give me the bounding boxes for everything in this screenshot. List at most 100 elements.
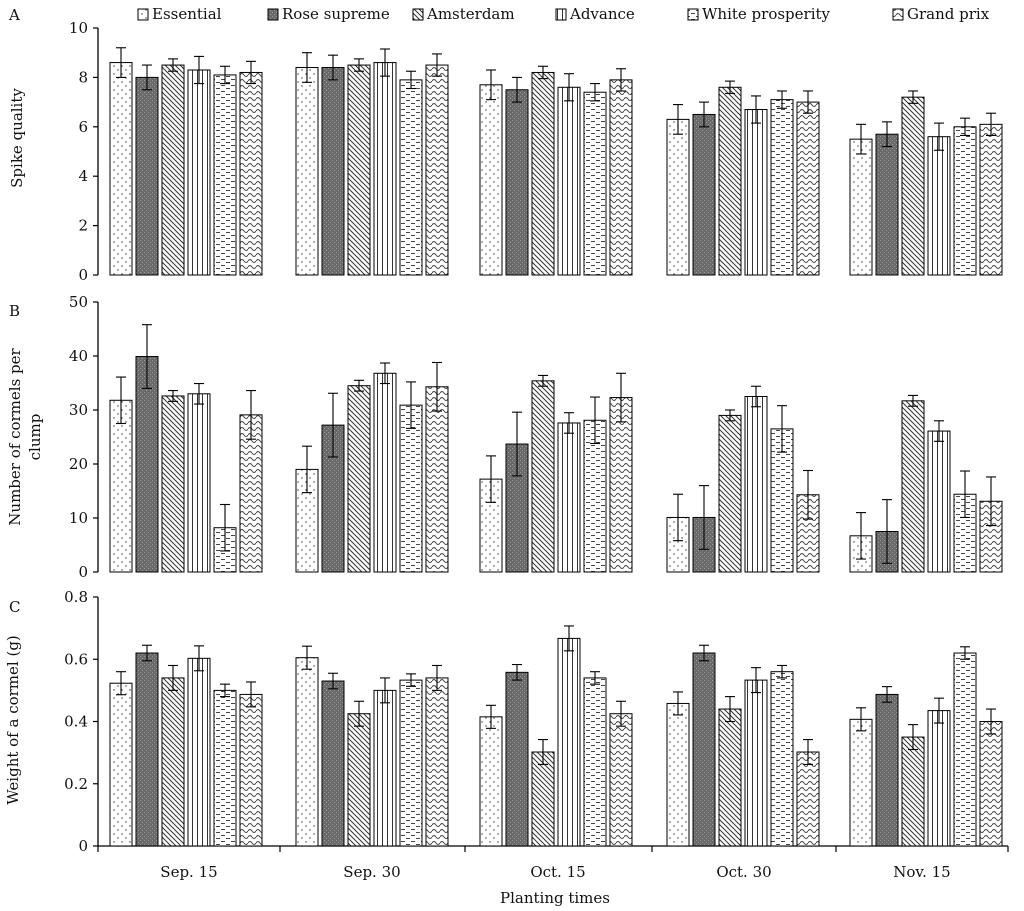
y-axis-title-b-line-1: Number of cormels per — [6, 347, 24, 525]
x-axis-categories: Sep. 15 Sep. 30 Oct. 15 Oct. 30 Nov. 15 — [160, 863, 950, 881]
bar-essential-nov-15 — [849, 718, 873, 847]
y-tick-label: 0.4 — [64, 713, 88, 731]
bar-essential-oct-30 — [666, 702, 690, 847]
bar-essential-sep-15 — [109, 682, 133, 847]
legend-swatch — [555, 8, 567, 21]
bar-advance-sep-30 — [373, 372, 397, 573]
panel-a-spike-quality: 0 2 4 6 8 10 — [69, 19, 1003, 284]
bar-rose-supreme-oct-30 — [692, 113, 716, 276]
bar-amsterdam-oct-30 — [718, 414, 742, 573]
y-tick-label: 0.2 — [64, 775, 88, 793]
bar-amsterdam-nov-15 — [901, 400, 925, 573]
bar-white-prosperity-sep-15 — [213, 689, 237, 847]
bar-essential-nov-15 — [849, 138, 873, 276]
bar-white-prosperity-sep-30 — [399, 79, 423, 276]
bar-rose-supreme-nov-15 — [875, 693, 899, 847]
bar-rose-supreme-sep-15 — [135, 76, 159, 276]
legend-label: Advance — [569, 5, 635, 23]
y-tick-label: 4 — [78, 167, 88, 185]
x-axis-title: Planting times — [500, 889, 610, 907]
bar-essential-sep-15 — [109, 399, 133, 573]
bar-essential-oct-15 — [479, 84, 503, 276]
x-category-label: Oct. 30 — [716, 863, 771, 881]
bar-advance-oct-30 — [744, 679, 768, 847]
bar-amsterdam-oct-30 — [718, 708, 742, 847]
bar-amsterdam-sep-15 — [161, 677, 185, 847]
bar-grand-prix-sep-30 — [425, 677, 449, 847]
bar-grand-prix-sep-15 — [239, 693, 263, 847]
bar-white-prosperity-sep-30 — [399, 404, 423, 573]
bar-rose-supreme-oct-15 — [505, 89, 529, 276]
bar-grand-prix-sep-30 — [425, 64, 449, 276]
bar-advance-oct-30 — [744, 396, 768, 573]
x-category-label: Sep. 15 — [160, 863, 217, 881]
bar-essential-sep-30 — [295, 657, 319, 847]
bar-white-prosperity-nov-15 — [953, 652, 977, 847]
bar-amsterdam-oct-15 — [531, 380, 555, 573]
legend-label: White prosperity — [702, 5, 831, 23]
bar-rose-supreme-nov-15 — [875, 133, 899, 276]
bar-grand-prix-oct-15 — [609, 713, 633, 847]
legend-swatch — [412, 8, 424, 21]
bar-advance-sep-30 — [373, 62, 397, 276]
bar-advance-nov-15 — [927, 430, 951, 573]
bar-grand-prix-nov-15 — [979, 721, 1003, 847]
y-tick-label: 40 — [69, 347, 88, 365]
y-tick-label: 0.8 — [64, 588, 88, 606]
bar-amsterdam-oct-15 — [531, 71, 555, 276]
bar-advance-oct-15 — [557, 637, 581, 847]
bar-grand-prix-nov-15 — [979, 123, 1003, 276]
y-tick-label: 6 — [78, 118, 88, 136]
bar-grand-prix-oct-30 — [796, 101, 820, 276]
legend-swatch — [687, 8, 699, 21]
legend-swatch — [267, 8, 279, 21]
bar-amsterdam-sep-30 — [347, 385, 371, 573]
bar-white-prosperity-nov-15 — [953, 126, 977, 276]
bar-advance-sep-30 — [373, 689, 397, 847]
bar-essential-sep-15 — [109, 62, 133, 276]
y-tick-label: 0.6 — [64, 650, 88, 668]
bar-essential-oct-15 — [479, 716, 503, 847]
bar-rose-supreme-oct-30 — [692, 652, 716, 847]
legend-swatch — [892, 8, 904, 21]
y-tick-label: 0 — [78, 266, 88, 284]
y-tick-label: 20 — [69, 455, 88, 473]
panel-c-cormel-weight: 0 0.2 0.4 0.6 0.8 — [64, 588, 1009, 855]
y-tick-label: 8 — [78, 68, 88, 86]
y-tick-label: 10 — [69, 509, 88, 527]
bar-essential-oct-30 — [666, 118, 690, 276]
bar-essential-sep-30 — [295, 67, 319, 276]
legend-label: Essential — [152, 5, 222, 23]
bar-white-prosperity-oct-30 — [770, 671, 794, 847]
bar-advance-oct-15 — [557, 422, 581, 573]
panel-label-c: C — [9, 598, 20, 616]
legend: Essential Rose supreme Amsterdam Advance Whi… — [137, 5, 990, 23]
y-tick-label: 10 — [69, 19, 88, 37]
bar-rose-supreme-sep-30 — [321, 67, 345, 276]
y-tick-label: 0 — [78, 837, 88, 855]
bar-amsterdam-sep-15 — [161, 395, 185, 573]
bar-grand-prix-oct-30 — [796, 751, 820, 847]
x-category-label: Sep. 30 — [343, 863, 400, 881]
x-category-label: Oct. 15 — [530, 863, 585, 881]
bar-advance-nov-15 — [927, 710, 951, 847]
legend-swatch — [137, 8, 149, 21]
bar-advance-sep-15 — [187, 69, 211, 276]
bar-rose-supreme-sep-30 — [321, 680, 345, 847]
y-axis-title-c: Weight of a cormel (g) — [4, 635, 22, 805]
y-axis-title-b-line-2: clump — [26, 414, 44, 461]
y-axis-title-a: Spike quality — [8, 88, 26, 188]
y-tick-label: 2 — [78, 217, 88, 235]
bar-amsterdam-sep-15 — [161, 64, 185, 276]
bar-white-prosperity-oct-15 — [583, 677, 607, 847]
bar-white-prosperity-sep-30 — [399, 679, 423, 847]
bar-amsterdam-nov-15 — [901, 96, 925, 276]
panel-b-cormels-per-clump: 0 10 20 30 40 50 — [69, 293, 1003, 581]
x-category-label: Nov. 15 — [893, 863, 950, 881]
bar-rose-supreme-oct-15 — [505, 671, 529, 847]
bar-white-prosperity-sep-15 — [213, 74, 237, 276]
panel-label-a: A — [8, 6, 20, 24]
legend-label: Grand prix — [907, 5, 990, 23]
bar-amsterdam-nov-15 — [901, 736, 925, 847]
